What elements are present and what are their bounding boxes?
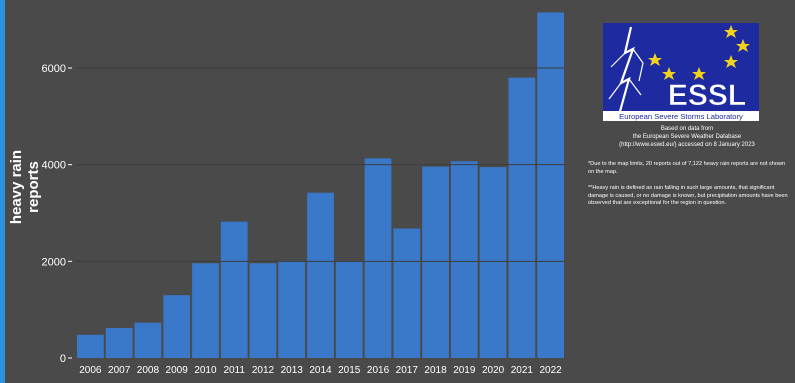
bar-2020 <box>479 167 507 358</box>
bar-2021 <box>508 77 536 359</box>
bar-2016 <box>364 158 392 358</box>
y-tick-label: 6000 <box>42 63 66 75</box>
bar-2011 <box>220 221 248 358</box>
bar-2010 <box>192 263 219 358</box>
logo-text: ESSL <box>668 79 746 112</box>
source-note: Based on data from the European Severe W… <box>592 125 782 149</box>
bar-2019 <box>450 161 478 358</box>
x-tick-label: 2008 <box>137 365 160 376</box>
bar-2009 <box>163 295 191 358</box>
source-line: Based on data from <box>660 126 714 132</box>
x-tick-label: 2022 <box>539 365 562 376</box>
source-line: (http://www.eswd.eu/) accessed on 8 Janu… <box>619 142 755 148</box>
bar-2013 <box>278 260 306 358</box>
y-tick-label: 0 <box>60 353 66 365</box>
x-tick-label: 2015 <box>338 365 361 376</box>
source-line: the European Severe Weather Database <box>632 134 742 140</box>
footnote-heavy-rain-definition: **Heavy rain is defined as rain falling … <box>588 185 788 206</box>
x-tick-label: 2021 <box>511 365 534 376</box>
lightning-icon <box>617 26 635 116</box>
x-tick-label: 2012 <box>252 365 275 376</box>
bar-2008 <box>134 322 162 358</box>
x-tick-label: 2016 <box>367 365 390 376</box>
bar-2007 <box>105 328 133 358</box>
y-tick-label: 2000 <box>42 256 66 268</box>
bar-2018 <box>422 166 449 358</box>
bar-2017 <box>393 228 421 358</box>
left-accent-bar <box>0 0 5 383</box>
x-tick-label: 2007 <box>108 365 131 376</box>
x-tick-label: 2014 <box>309 365 332 376</box>
y-tick-label: 4000 <box>42 160 66 172</box>
stars-icon <box>648 25 750 80</box>
bar-2015 <box>335 261 363 358</box>
x-tick-label: 2017 <box>396 365 419 376</box>
bar-2014 <box>307 192 334 358</box>
x-tick-label: 2019 <box>453 365 476 376</box>
x-tick-label: 2011 <box>223 365 245 376</box>
footnote-map-limits: *Due to the map limits, 20 reports out o… <box>588 161 786 175</box>
bar-2006 <box>77 334 104 358</box>
logo-subtitle: European Severe Storms Laboratory <box>619 112 743 121</box>
y-axis-label: heavy rain reports <box>8 149 42 225</box>
x-tick-label: 2006 <box>79 365 102 376</box>
x-tick-label: 2013 <box>281 365 304 376</box>
bar-2012 <box>249 263 277 358</box>
x-tick-label: 2009 <box>166 365 189 376</box>
x-tick-label: 2020 <box>482 365 505 376</box>
x-tick-label: 2010 <box>194 365 217 376</box>
bar-2022 <box>537 12 564 359</box>
essl-logo: ESSL European Severe Storms Laboratory <box>603 23 759 121</box>
x-tick-label: 2018 <box>424 365 447 376</box>
